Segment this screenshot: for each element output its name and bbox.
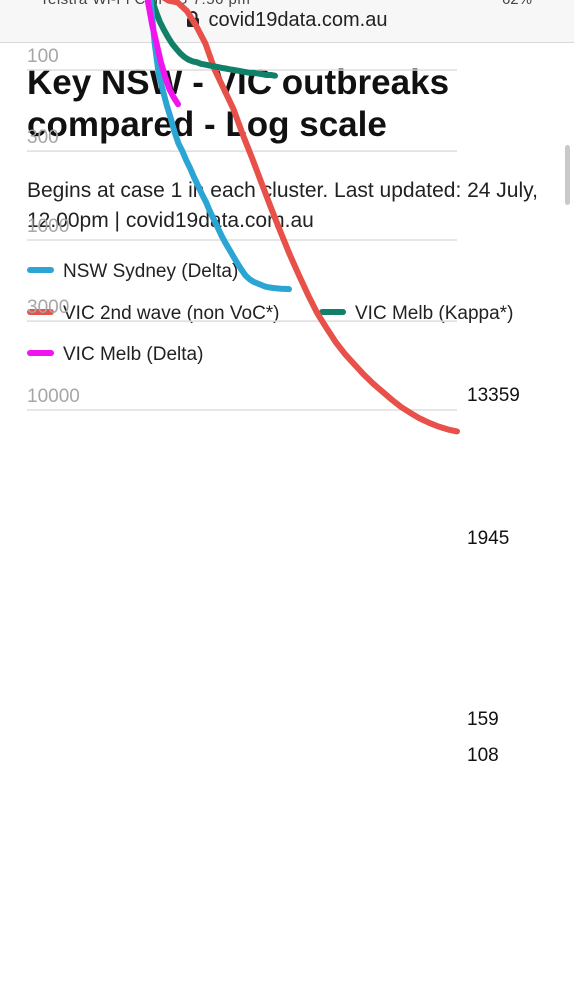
legend-label: VIC Melb (Delta)	[63, 344, 204, 365]
end-value-label: 1945	[467, 528, 509, 549]
legend-item-vic-delta: VIC Melb (Delta)	[27, 344, 203, 368]
y-tick-label: 10000	[27, 386, 80, 407]
series-line	[147, 0, 292, 293]
browser-top-bar: Telstra Wi-Fi Call 4G 7:56 pm 62% covid1…	[0, 0, 574, 43]
series-line	[144, 0, 181, 108]
legend-label: VIC Melb (Kappa*)	[355, 303, 514, 324]
y-tick-label: 1000	[27, 216, 69, 237]
battery-level: 62%	[502, 0, 532, 8]
legend-item-vic-kappa: VIC Melb (Kappa*)	[319, 303, 513, 327]
status-bar-left: Telstra Wi-Fi Call 4G 7:56 pm	[40, 0, 250, 8]
end-value-label: 159	[467, 709, 499, 730]
y-tick-label: 3000	[27, 297, 69, 318]
legend-label: NSW Sydney (Delta)	[63, 261, 239, 282]
url-text: covid19data.com.au	[208, 9, 388, 31]
series-line	[161, 0, 460, 435]
legend-swatch-nsw-sydney	[27, 266, 54, 273]
y-tick-label: 300	[27, 127, 59, 148]
legend-swatch-vic-delta	[27, 349, 54, 356]
y-tick-label: 100	[27, 46, 59, 67]
legend-item-nsw-sydney: NSW Sydney (Delta)	[27, 261, 238, 285]
series-line	[148, 0, 278, 79]
end-value-label: 13359	[467, 385, 520, 406]
legend-label: VIC 2nd wave (non VoC*)	[63, 303, 280, 324]
chart-subtitle: Begins at case 1 in each cluster. Last u…	[27, 179, 538, 232]
page-scrollbar[interactable]	[565, 145, 570, 205]
legend-swatch-vic-2nd-wave	[27, 308, 54, 315]
legend-swatch-vic-kappa	[319, 308, 346, 315]
end-value-label: 108	[467, 745, 499, 766]
legend-item-vic-2nd-wave: VIC 2nd wave (non VoC*)	[27, 303, 280, 327]
